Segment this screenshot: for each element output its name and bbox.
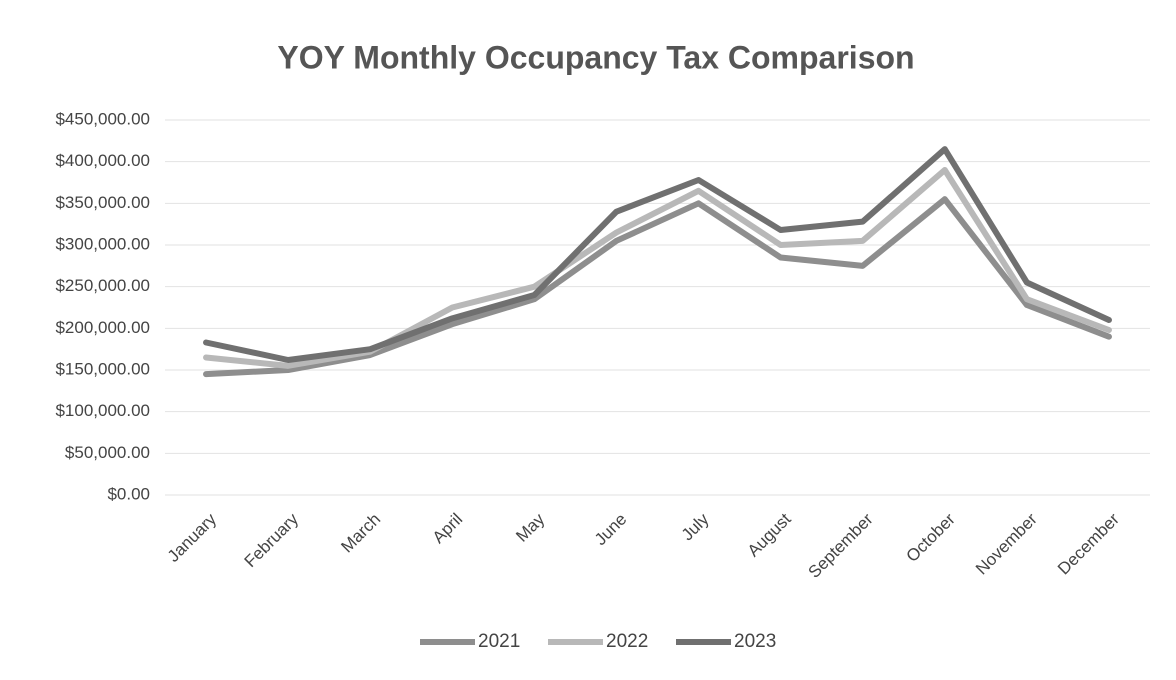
y-tick-label: $200,000.00 xyxy=(55,318,150,337)
y-tick-label: $250,000.00 xyxy=(55,276,150,295)
series-line xyxy=(203,196,1112,378)
legend-label: 2021 xyxy=(478,631,520,652)
x-tick-label: January xyxy=(164,509,221,566)
x-tick-label: October xyxy=(903,509,959,565)
y-tick-label: $100,000.00 xyxy=(55,401,150,420)
x-tick-label: December xyxy=(1054,509,1123,578)
y-tick-label: $450,000.00 xyxy=(55,109,150,128)
series-line xyxy=(203,146,1112,363)
series-line xyxy=(203,167,1112,369)
y-tick-label: $300,000.00 xyxy=(55,234,150,253)
x-tick-label: November xyxy=(972,509,1041,578)
x-tick-label: March xyxy=(337,510,384,557)
x-tick-label: August xyxy=(744,509,795,560)
legend-label: 2023 xyxy=(734,631,776,652)
x-tick-label: September xyxy=(804,509,876,581)
y-tick-label: $150,000.00 xyxy=(55,359,150,378)
y-tick-label: $400,000.00 xyxy=(55,151,150,170)
x-tick-label: June xyxy=(591,510,631,550)
x-tick-label: February xyxy=(241,509,303,571)
x-tick-label: May xyxy=(512,509,548,545)
legend-label: 2022 xyxy=(606,631,648,652)
y-tick-label: $50,000.00 xyxy=(65,443,150,462)
x-tick-label: July xyxy=(678,509,713,544)
y-tick-label: $350,000.00 xyxy=(55,193,150,212)
chart-title: YOY Monthly Occupancy Tax Comparison xyxy=(277,39,914,75)
x-tick-label: April xyxy=(429,510,466,547)
y-tick-label: $0.00 xyxy=(107,484,150,503)
